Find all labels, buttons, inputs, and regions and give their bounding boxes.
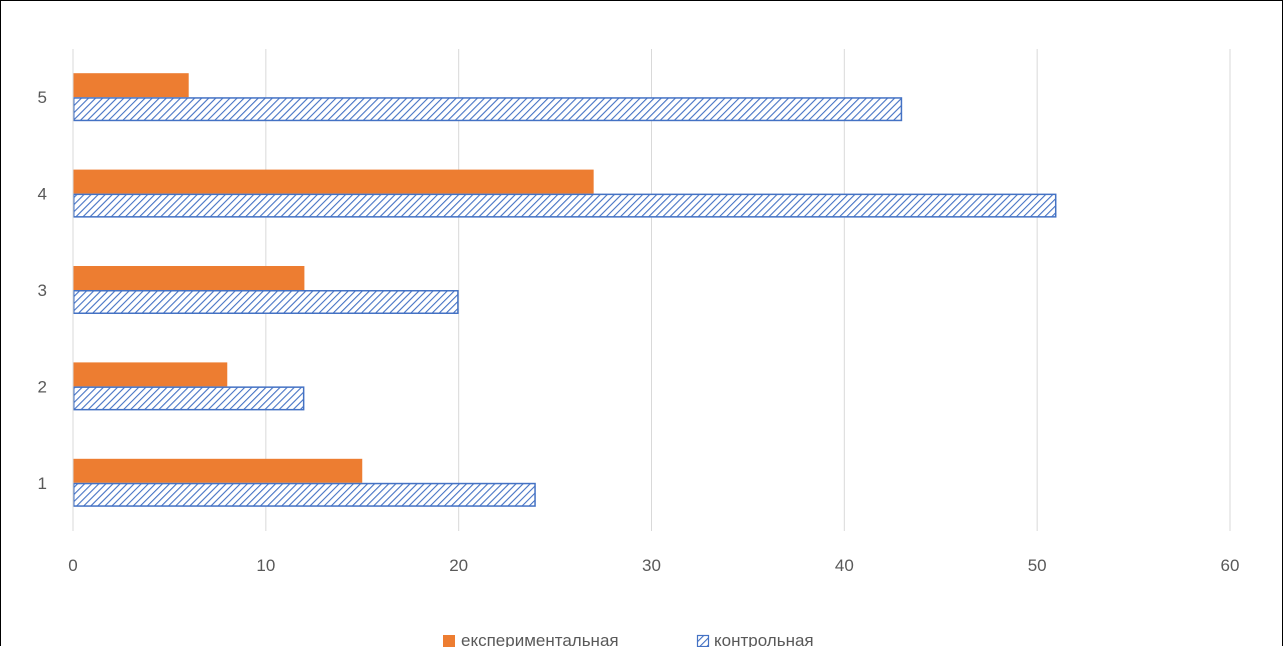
legend-label-control: контрольная (714, 631, 814, 647)
bars (73, 73, 1057, 507)
axes: 0 10 20 30 40 50 60 1 2 3 4 5 (38, 49, 1240, 575)
x-tick-label: 40 (835, 556, 854, 575)
bar-experimental-2 (73, 362, 228, 387)
legend-swatch-control (696, 634, 710, 647)
legend-label-experimental: експериментальная (461, 631, 619, 647)
bar-experimental-1 (73, 458, 363, 483)
y-tick-label: 5 (38, 88, 47, 107)
gridlines (265, 49, 1231, 531)
legend-swatch-experimental (443, 635, 455, 647)
x-tick-label: 30 (642, 556, 661, 575)
x-tick-label: 10 (256, 556, 275, 575)
bar-experimental-3 (73, 266, 305, 290)
y-tick-label: 4 (38, 185, 47, 204)
legend: експериментальная контрольная (443, 631, 814, 647)
x-tick-label: 60 (1221, 556, 1240, 575)
bar-control-1 (73, 482, 536, 507)
y-tick-label: 1 (38, 474, 47, 493)
bar-experimental-4 (73, 169, 594, 194)
bar-experimental-5 (73, 73, 189, 98)
y-tick-label: 2 (38, 377, 47, 396)
bar-control-5 (73, 97, 903, 122)
x-tick-label: 0 (68, 556, 77, 575)
bar-control-4 (73, 193, 1057, 218)
y-tick-label: 3 (38, 281, 47, 300)
bar-control-2 (73, 386, 305, 411)
x-tick-label: 20 (449, 556, 468, 575)
x-tick-label: 50 (1028, 556, 1047, 575)
bar-control-3 (73, 290, 459, 314)
